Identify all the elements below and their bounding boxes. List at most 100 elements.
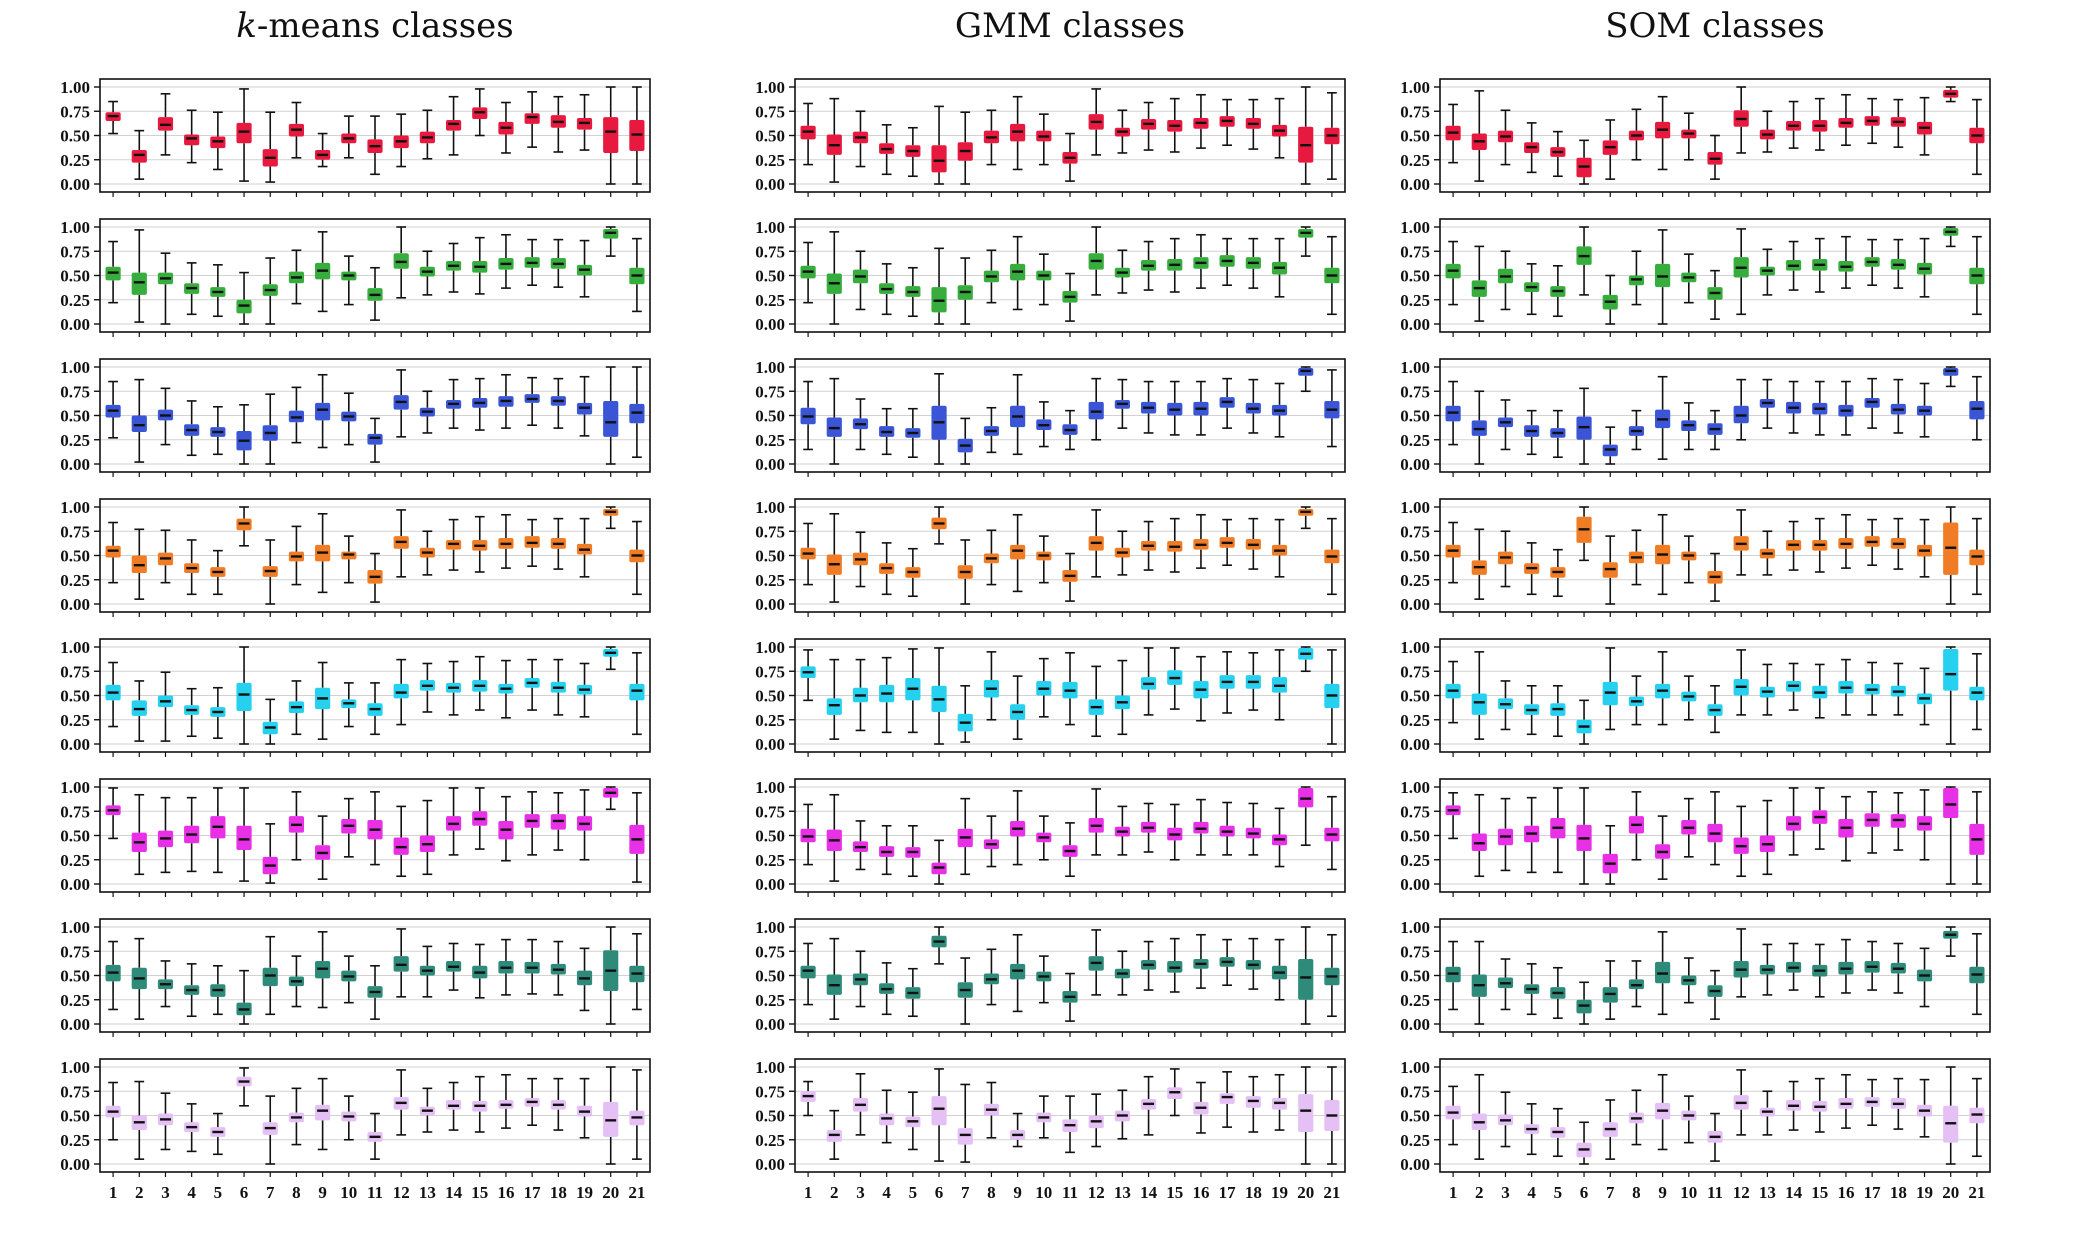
panel-2-row-2: 0.00 0.25 0.50 0.75 1.00: [755, 218, 1346, 337]
y-tick-label: 0.25: [60, 431, 90, 450]
y-tick-label: 0.50: [60, 407, 90, 426]
x-tick-label: 20: [1942, 1183, 1959, 1202]
x-tick-label: 21: [628, 1183, 645, 1202]
y-tick-label: 1.00: [755, 78, 785, 97]
box-9: [1010, 544, 1026, 560]
box-21: [629, 683, 645, 701]
y-tick-label: 1.00: [60, 358, 90, 377]
y-tick-label: 1.00: [1400, 498, 1430, 517]
y-tick-label: 0.75: [60, 1082, 90, 1101]
x-tick-label: 8: [987, 1183, 996, 1202]
panel-frame: [794, 918, 1346, 1033]
y-tick-label: 1.00: [60, 778, 90, 797]
y-tick-label: 0.50: [1400, 267, 1430, 286]
y-tick-label: 0.25: [60, 151, 90, 170]
panel-frame: [99, 638, 651, 753]
box-2: [1471, 693, 1487, 715]
x-tick-label: 15: [1166, 1183, 1183, 1202]
y-tick-label: 0.00: [60, 595, 90, 614]
box-1: [800, 965, 816, 979]
y-tick-label: 0.50: [755, 687, 785, 706]
x-tick-label: 12: [1088, 1183, 1105, 1202]
y-tick-label: 0.25: [1400, 1131, 1430, 1150]
panel-frame: [1439, 358, 1991, 473]
y-tick-label: 0.00: [60, 735, 90, 754]
y-tick-label: 0.00: [1400, 455, 1430, 474]
y-tick-label: 0.00: [755, 1155, 785, 1174]
y-tick-label: 0.75: [60, 802, 90, 821]
panel-1-row-2: 0.00 0.25 0.50 0.75 1.00: [60, 218, 651, 337]
y-tick-label: 0.00: [1400, 175, 1430, 194]
y-tick-label: 0.75: [1400, 382, 1430, 401]
y-tick-label: 0.00: [755, 175, 785, 194]
y-tick-label: 1.00: [1400, 218, 1430, 237]
x-tick-label: 17: [1219, 1183, 1237, 1202]
y-tick-label: 1.00: [755, 638, 785, 657]
x-tick-label: 7: [1606, 1183, 1615, 1202]
panel-frame: [99, 918, 651, 1033]
y-tick-label: 1.00: [1400, 918, 1430, 937]
y-tick-label: 0.50: [755, 827, 785, 846]
y-tick-label: 1.00: [1400, 778, 1430, 797]
y-tick-label: 0.25: [755, 711, 785, 730]
y-tick-label: 0.00: [1400, 595, 1430, 614]
column-title: k-means classes: [236, 6, 514, 46]
column-title-prefix: k: [236, 6, 257, 46]
y-tick-label: 0.50: [60, 827, 90, 846]
y-tick-label: 0.50: [60, 1107, 90, 1126]
x-tick-label: 19: [1916, 1183, 1933, 1202]
y-tick-label: 0.50: [1400, 547, 1430, 566]
panel-3-row-6: 0.00 0.25 0.50 0.75 1.00: [1400, 778, 1991, 897]
y-tick-label: 0.25: [755, 151, 785, 170]
panel-frame: [794, 638, 1346, 753]
panel-2-row-7: 0.00 0.25 0.50 0.75 1.00: [755, 918, 1346, 1037]
box-2: [131, 415, 147, 432]
y-tick-label: 0.75: [755, 522, 785, 541]
box-12: [393, 683, 409, 699]
x-tick-label: 20: [1297, 1183, 1314, 1202]
panel-frame: [99, 1058, 651, 1173]
x-tick-label: 10: [1680, 1183, 1697, 1202]
y-tick-label: 1.00: [1400, 1058, 1430, 1077]
panel-1-row-3: 0.00 0.25 0.50 0.75 1.00: [60, 358, 651, 477]
y-tick-label: 0.25: [60, 991, 90, 1010]
y-tick-label: 0.75: [60, 242, 90, 261]
panel-2-row-3: 0.00 0.25 0.50 0.75 1.00: [755, 358, 1346, 477]
x-tick-label: 19: [1271, 1183, 1288, 1202]
x-tick-label: 21: [1323, 1183, 1340, 1202]
x-tick-label: 16: [497, 1183, 514, 1202]
y-tick-label: 0.00: [1400, 735, 1430, 754]
x-tick-label: 14: [445, 1183, 463, 1202]
column-title-text: GMM classes: [955, 6, 1185, 46]
box-7: [957, 1128, 973, 1145]
y-tick-label: 0.50: [60, 267, 90, 286]
box-9: [315, 1104, 331, 1121]
x-tick-label: 14: [1785, 1183, 1803, 1202]
x-tick-label: 5: [214, 1183, 223, 1202]
y-tick-label: 0.25: [60, 851, 90, 870]
y-tick-label: 1.00: [1400, 358, 1430, 377]
panel-frame: [1439, 638, 1991, 753]
box-2: [131, 150, 147, 163]
column-title: SOM classes: [1605, 6, 1824, 46]
panel-3-row-7: 0.00 0.25 0.50 0.75 1.00: [1400, 918, 1991, 1037]
x-tick-label: 11: [1707, 1183, 1723, 1202]
panel-3-row-1: 0.00 0.25 0.50 0.75 1.00: [1400, 78, 1991, 197]
y-tick-label: 0.50: [60, 967, 90, 986]
x-tick-label: 12: [1733, 1183, 1750, 1202]
panel-frame: [1439, 778, 1991, 893]
y-tick-label: 0.00: [755, 595, 785, 614]
x-tick-label: 17: [524, 1183, 542, 1202]
panel-frame: [794, 1058, 1346, 1173]
y-tick-label: 0.75: [755, 802, 785, 821]
y-tick-label: 0.25: [1400, 151, 1430, 170]
x-tick-label: 13: [1759, 1183, 1776, 1202]
box-20: [1298, 1094, 1314, 1132]
y-tick-label: 0.75: [755, 662, 785, 681]
y-tick-label: 0.00: [60, 1155, 90, 1174]
x-tick-label: 8: [292, 1183, 301, 1202]
x-tick-label: 2: [1475, 1183, 1484, 1202]
panel-frame: [99, 218, 651, 333]
panel-2-row-6: 0.00 0.25 0.50 0.75 1.00: [755, 778, 1346, 897]
